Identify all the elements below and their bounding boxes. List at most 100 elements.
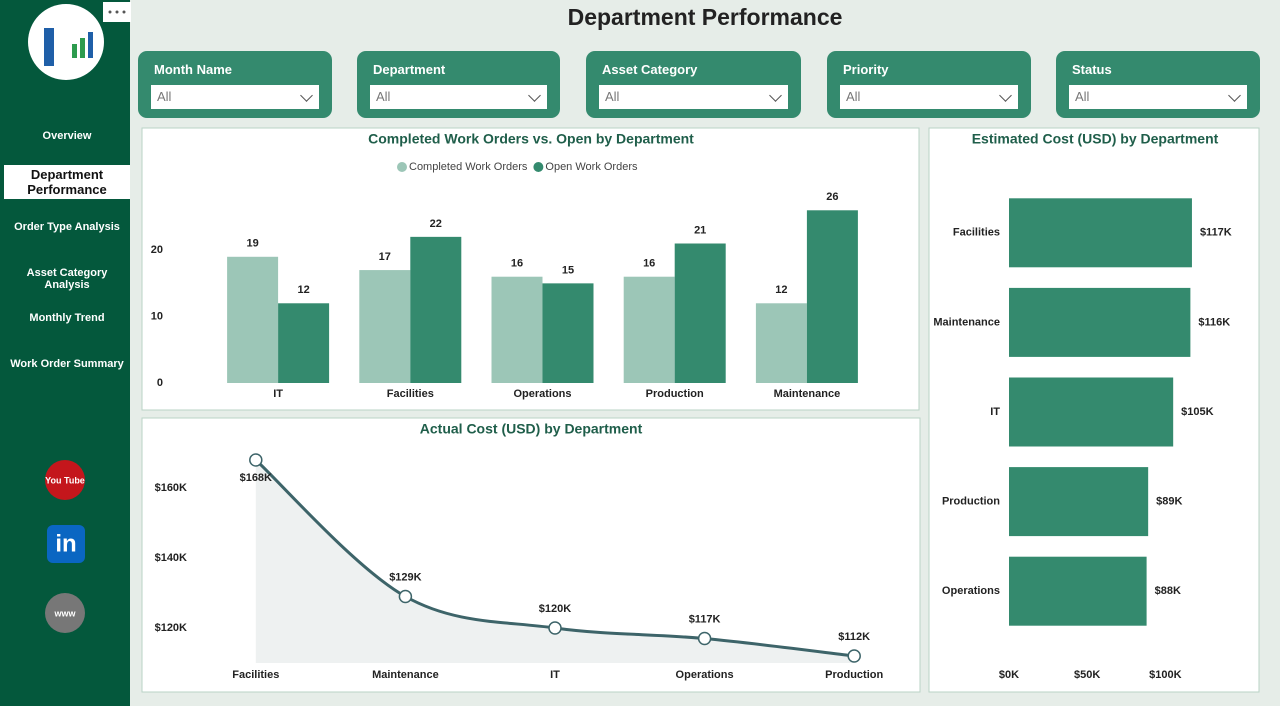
filter-value: All — [840, 85, 1018, 109]
nav-item[interactable]: Order Type Analysis — [14, 221, 120, 233]
area — [255, 460, 855, 663]
legend-swatch — [533, 162, 544, 172]
icon-text: in — [55, 530, 76, 557]
filter[interactable]: Status All — [1056, 51, 1260, 118]
sidebar — [0, 0, 130, 706]
bar — [674, 243, 726, 383]
bar — [755, 303, 807, 383]
data-label: 19 — [246, 238, 258, 250]
y-tick-label: 0 — [157, 377, 163, 389]
web-icon[interactable] — [45, 593, 85, 633]
y-tick-label: $140K — [155, 552, 187, 564]
point — [398, 589, 413, 604]
data-label: 26 — [826, 191, 838, 203]
icon-text: You Tube — [45, 475, 85, 485]
data-label: $117K — [689, 613, 721, 625]
data-label: 12 — [297, 284, 309, 296]
y-tick-label: Maintenance — [933, 316, 1000, 328]
y-tick-label: $120K — [155, 622, 187, 634]
y-tick-label: Operations — [942, 585, 1000, 597]
data-label: 17 — [379, 251, 391, 263]
data-label: 15 — [562, 264, 574, 276]
linkedin-icon[interactable] — [47, 525, 85, 563]
x-tick-label: Operations — [676, 669, 734, 681]
bar — [542, 283, 594, 383]
data-label: $117K — [1200, 227, 1232, 239]
x-tick-label: IT — [273, 388, 283, 400]
x-tick-label: Facilities — [232, 669, 279, 681]
x-tick-label: Production — [825, 669, 883, 681]
filter-label: Department — [373, 62, 446, 77]
filter-label: Priority — [843, 62, 889, 77]
data-label: 12 — [775, 284, 787, 296]
bar — [1009, 556, 1147, 626]
filter-value: All — [151, 85, 319, 109]
nav-item[interactable]: Department Performance — [4, 165, 130, 199]
bar — [359, 270, 411, 383]
filter-label: Month Name — [154, 62, 232, 77]
nav-item[interactable]: Monthly Trend — [29, 312, 105, 324]
nav-item[interactable]: Overview — [42, 130, 92, 142]
filter[interactable]: Priority All — [827, 51, 1031, 118]
data-label: $88K — [1155, 585, 1181, 597]
bar — [227, 256, 279, 383]
filter-value: All — [370, 85, 547, 109]
filter[interactable]: Department All — [357, 51, 560, 118]
filter-label: Asset Category — [602, 62, 698, 77]
filter[interactable]: Asset Category All — [586, 51, 801, 118]
data-label: $105K — [1181, 406, 1213, 418]
y-tick-label: IT — [990, 406, 1000, 418]
logo-mark — [88, 32, 93, 58]
data-label: 16 — [511, 258, 523, 270]
chart-title: Completed Work Orders vs. Open by Depart… — [368, 131, 694, 147]
bar — [491, 276, 543, 383]
nav-item[interactable]: Asset Category Analysis — [26, 267, 108, 291]
y-tick-label: 10 — [151, 310, 163, 322]
x-tick-label: Maintenance — [372, 669, 439, 681]
bar — [1009, 467, 1149, 537]
filter-label: Status — [1072, 62, 1112, 77]
filter-value: All — [1069, 85, 1247, 109]
bar — [410, 236, 462, 383]
x-tick-label: $0K — [999, 669, 1019, 681]
chart-title: Estimated Cost (USD) by Department — [972, 131, 1219, 147]
bar — [806, 210, 858, 383]
data-label: $129K — [389, 571, 421, 583]
filter-value: All — [599, 85, 788, 109]
menu-dot — [108, 10, 112, 14]
filter[interactable]: Month Name All — [138, 51, 332, 118]
legend-label: Completed Work Orders — [409, 161, 528, 173]
chart-title: Actual Cost (USD) by Department — [420, 421, 643, 437]
youtube-icon[interactable] — [45, 460, 85, 500]
y-tick-label: Production — [942, 496, 1000, 508]
menu-dot — [115, 10, 119, 14]
bar — [623, 276, 675, 383]
x-tick-label: Production — [646, 388, 704, 400]
point — [847, 649, 861, 663]
legend-label: Open Work Orders — [545, 161, 638, 173]
data-label: $116K — [1198, 316, 1230, 328]
point — [548, 621, 562, 635]
icon-text: www — [53, 608, 76, 618]
data-label: $168K — [240, 472, 272, 484]
legend-swatch — [397, 162, 407, 172]
logo-mark — [72, 44, 77, 58]
data-label: 16 — [643, 258, 655, 270]
point — [697, 631, 712, 646]
bar — [1009, 377, 1174, 447]
x-tick-label: Maintenance — [774, 388, 841, 400]
bar — [1009, 198, 1192, 268]
bar — [1009, 287, 1191, 357]
x-tick-label: Operations — [513, 388, 571, 400]
x-tick-label: $50K — [1074, 669, 1100, 681]
x-tick-label: IT — [550, 669, 560, 681]
logo-mark — [44, 28, 54, 66]
data-label: 22 — [430, 218, 442, 230]
y-tick-label: Facilities — [953, 227, 1000, 239]
nav-item[interactable]: Work Order Summary — [10, 358, 124, 370]
data-label: 21 — [694, 224, 706, 236]
logo-mark — [80, 38, 85, 58]
point — [249, 453, 263, 467]
